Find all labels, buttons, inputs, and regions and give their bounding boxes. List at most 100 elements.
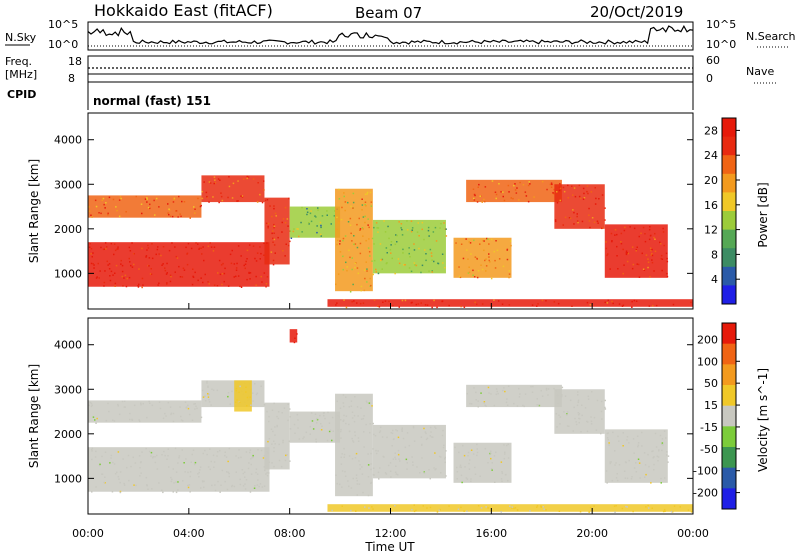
power-speckle [128, 276, 131, 279]
velocity-speckle [461, 481, 463, 484]
power-speckle [537, 303, 539, 305]
velocity-region [234, 380, 252, 412]
power-speckle [192, 275, 194, 278]
power-speckle [373, 226, 375, 229]
velocity-speckle [341, 470, 344, 472]
power-speckle [460, 305, 462, 308]
power-speckle [349, 217, 352, 220]
power-speckle [220, 192, 222, 194]
power-speckle [198, 248, 200, 250]
power-speckle [409, 256, 411, 258]
power-speckle [444, 266, 446, 269]
velocity-speckle [343, 405, 345, 408]
power-speckle [589, 226, 591, 229]
nave-label: Nave [746, 65, 774, 78]
power-speckle [586, 185, 589, 187]
velocity-speckle [172, 491, 174, 493]
power-speckle [317, 207, 319, 209]
power-ytick-label: 4000 [54, 134, 82, 147]
power-speckle [361, 198, 363, 200]
velocity-speckle [293, 423, 296, 426]
power-speckle [256, 252, 259, 254]
velocity-speckle [273, 402, 275, 405]
power-speckle [364, 193, 367, 196]
power-speckle [649, 247, 652, 249]
velocity-speckle [547, 388, 550, 390]
velocity-speckle [170, 480, 173, 483]
velocity-speckle [607, 439, 609, 441]
power-speckle [508, 270, 511, 272]
velocity-speckle [320, 423, 322, 425]
power-speckle [336, 239, 339, 242]
velocity-speckle [614, 450, 616, 452]
velocity-speckle [354, 434, 356, 437]
velocity-speckle [251, 456, 253, 459]
velocity-speckle [586, 420, 588, 423]
velocity-speckle [200, 487, 202, 489]
velocity-speckle [344, 470, 346, 473]
power-speckle [616, 233, 618, 236]
velocity-speckle [342, 394, 345, 396]
power-speckle [171, 242, 173, 244]
power-speckle [89, 243, 91, 245]
power-speckle [479, 243, 481, 245]
velocity-speckle [110, 454, 113, 457]
velocity-speckle [180, 415, 182, 418]
power-speckle [598, 198, 600, 200]
power-speckle [157, 246, 159, 248]
velocity-speckle [370, 452, 372, 455]
x-tick-label: 04:00 [173, 527, 205, 540]
power-speckle [335, 304, 337, 306]
velocity-speckle [372, 422, 374, 425]
power-colorbar-swatch [722, 118, 736, 138]
power-speckle [480, 264, 482, 266]
power-speckle [200, 277, 202, 279]
velocity-speckle [250, 473, 253, 475]
velocity-speckle [287, 403, 289, 405]
velocity-speckle [316, 418, 319, 421]
power-speckle [638, 276, 641, 278]
power-speckle [231, 249, 233, 252]
velocity-speckle [353, 420, 356, 423]
velocity-speckle [412, 426, 415, 429]
power-speckle [275, 215, 277, 217]
power-speckle [164, 269, 167, 272]
power-speckle [559, 187, 562, 190]
velocity-speckle [298, 438, 301, 440]
velocity-speckle [210, 460, 212, 463]
velocity-speckle [343, 456, 345, 458]
power-speckle [660, 254, 663, 257]
velocity-speckle [204, 449, 206, 452]
power-speckle [604, 207, 606, 209]
velocity-speckle [127, 454, 130, 457]
power-speckle [468, 271, 471, 274]
power-speckle [194, 208, 196, 210]
velocity-speckle [149, 402, 151, 404]
velocity-speckle [424, 431, 427, 433]
velocity-speckle [209, 468, 211, 471]
power-speckle [195, 242, 197, 244]
velocity-speckle [367, 494, 370, 497]
velocity-speckle [372, 467, 375, 469]
power-speckle [551, 183, 553, 186]
cpid-label: CPID [7, 88, 36, 101]
velocity-region [201, 380, 266, 408]
power-speckle [612, 302, 614, 305]
velocity-speckle [357, 415, 359, 417]
velocity-speckle [289, 428, 292, 430]
velocity-speckle [590, 420, 593, 423]
velocity-speckle [392, 458, 395, 460]
power-speckle [349, 256, 351, 259]
power-speckle [390, 241, 393, 243]
power-speckle [236, 200, 238, 202]
power-speckle [282, 250, 284, 252]
power-speckle [108, 268, 111, 270]
power-speckle [377, 305, 379, 307]
power-speckle [272, 230, 274, 232]
power-speckle [518, 199, 520, 201]
power-speckle [193, 206, 195, 208]
velocity-speckle [419, 472, 421, 474]
power-region [289, 206, 341, 239]
power-speckle [107, 264, 109, 266]
power-speckle [431, 306, 433, 309]
